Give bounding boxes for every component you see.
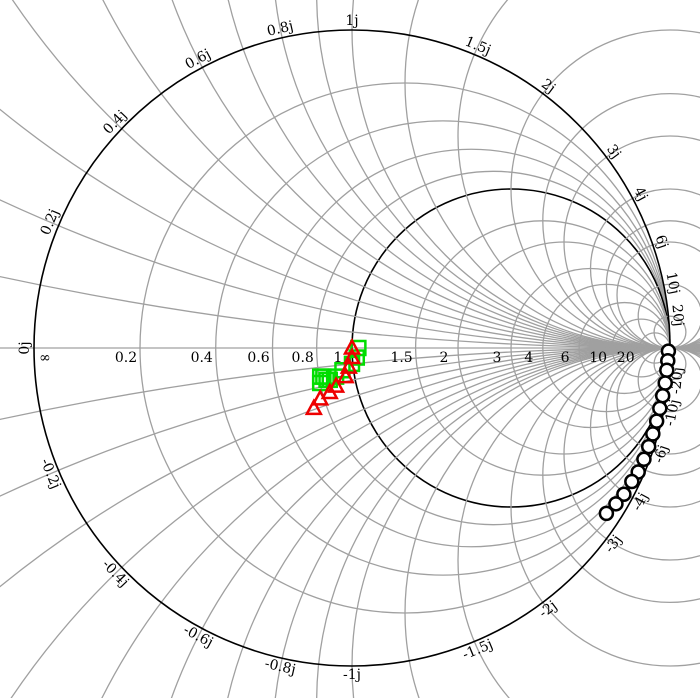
marker-circle-0-14 — [600, 507, 613, 520]
marker-circle-0-8 — [642, 440, 655, 453]
resistance-tick-label-3: 0.6 — [247, 350, 269, 366]
resistance-tick-label-4: 0.8 — [292, 350, 314, 366]
reactance-tick-label-pos-6: 1.5j — [462, 34, 493, 59]
resistance-tick-label-12: 20 — [617, 350, 635, 366]
marker-circle-0-3 — [659, 376, 672, 389]
reactance-tick-label-neg-0: -0.2j — [37, 456, 64, 491]
reactance-tick-label-neg-5: -1.5j — [460, 636, 495, 663]
marker-circle-0-6 — [650, 415, 663, 428]
resistance-tick-label-0: ∞ — [39, 350, 51, 366]
reactance-tick-label-pos-5: 1j — [345, 13, 358, 29]
marker-triangle-2-7 — [307, 401, 321, 414]
reactance-arc-pos-5 — [140, 0, 700, 348]
resistance-tick-label-8: 3 — [493, 350, 502, 366]
reactance-tick-label-neg-7: -3j — [602, 532, 626, 556]
reactance-tick-label-pos-0: 0j — [17, 341, 33, 354]
resistance-tick-label-6: 1.5 — [390, 350, 412, 366]
marker-circle-0-11 — [625, 475, 638, 488]
marker-circle-0-7 — [646, 427, 659, 440]
resistance-tick-label-9: 4 — [524, 350, 533, 366]
reactance-arc-neg-6 — [216, 348, 700, 698]
reactance-tick-label-pos-1: 0.2j — [38, 207, 63, 238]
resistance-tick-label-2: 0.4 — [191, 350, 213, 366]
reactance-arc-pos-6 — [216, 0, 700, 348]
reactance-tick-label-pos-8: 3j — [603, 142, 624, 162]
resistance-tick-label-11: 10 — [589, 350, 607, 366]
reactance-tick-label-neg-2: -0.6j — [181, 622, 216, 651]
resistance-tick-label-1: 0.2 — [115, 350, 137, 366]
reactance-tick-label-neg-3: -0.8j — [263, 656, 297, 678]
reactance-arc-pos-4 — [34, 0, 700, 348]
marker-circle-0-4 — [656, 389, 669, 402]
resistance-tick-label-10: 6 — [561, 350, 570, 366]
reactance-tick-label-neg-8: -4j — [629, 490, 652, 513]
marker-circle-0-2 — [660, 364, 673, 377]
marker-circle-0-5 — [653, 402, 666, 415]
reactance-arc-neg-4 — [34, 348, 700, 698]
reactance-tick-label-pos-12: 20j — [668, 304, 686, 328]
reactance-arc-neg-9 — [352, 348, 700, 698]
reactance-arc-neg-5 — [140, 348, 700, 698]
marker-circle-0-9 — [637, 453, 650, 466]
reactance-tick-label-neg-4: -1j — [343, 667, 361, 683]
resistance-tick-label-7: 2 — [440, 350, 449, 366]
